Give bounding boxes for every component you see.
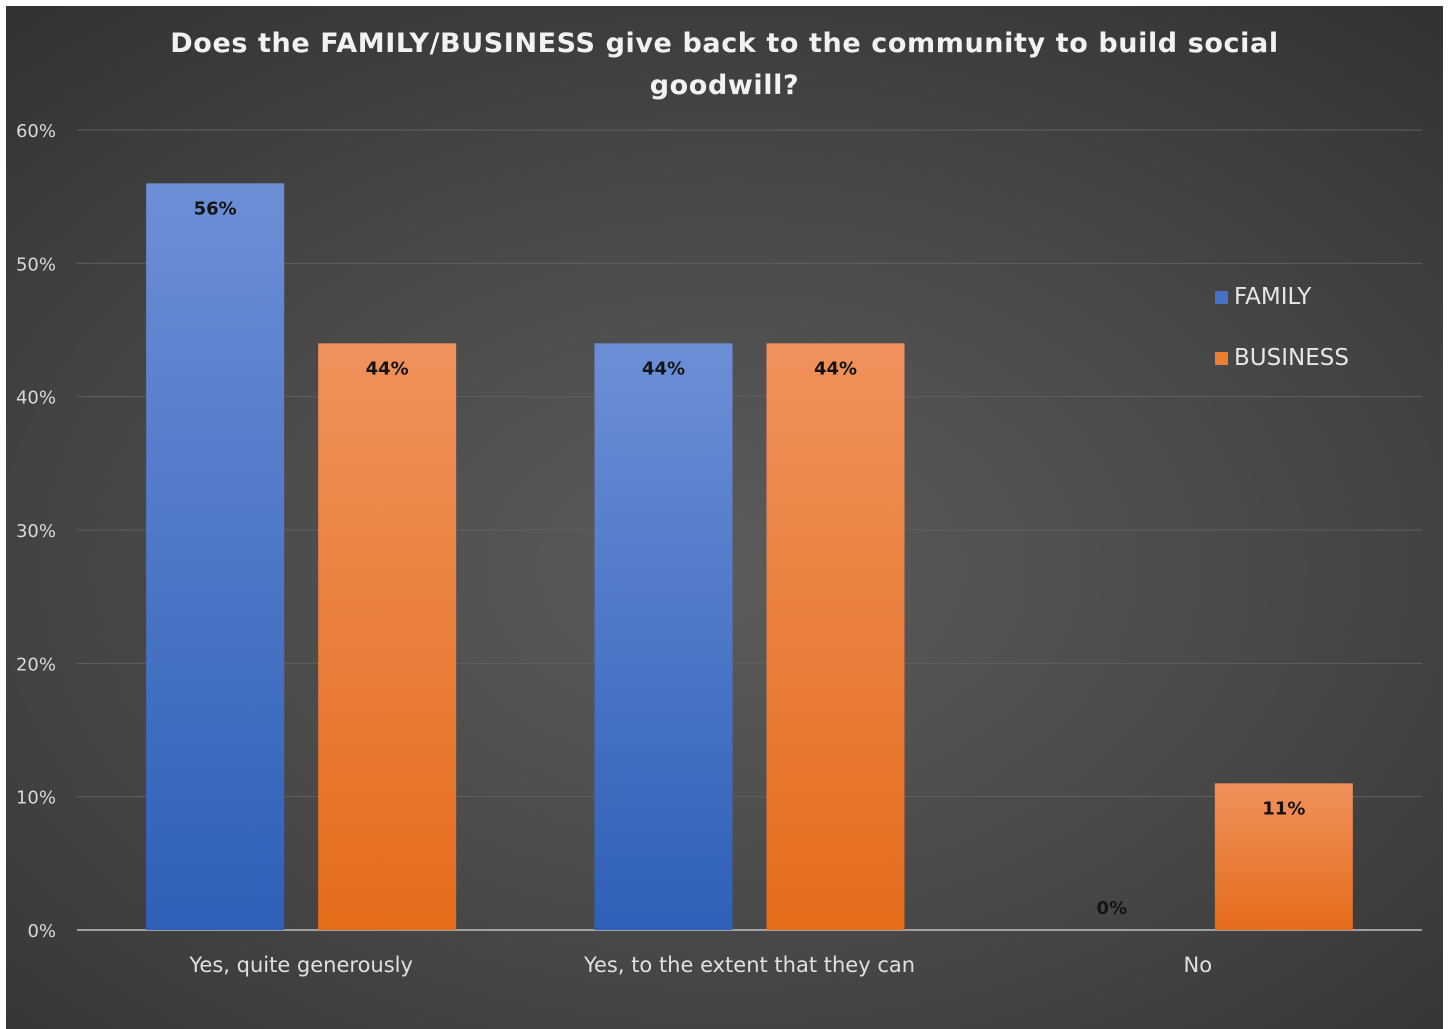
data-labels: 56% 44% 44% 44% 0% 11% — [194, 198, 1306, 919]
x-tick-label: Yes, to the extent that they can — [583, 953, 915, 977]
data-label-family-0: 56% — [194, 198, 237, 219]
gridlines — [77, 129, 1422, 931]
chart-svg: 0% 10% 20% 30% 40% 50% 60% 56% 44% 44% 44% 0% 11% Y… — [16, 121, 1422, 977]
bar-family-0 — [146, 183, 285, 931]
bars — [146, 183, 1353, 931]
x-tick-label: Yes, quite generously — [188, 953, 413, 977]
chart-area: Does the FAMILY/BUSINESS give back to th… — [6, 6, 1443, 1029]
y-tick-label: 0% — [27, 921, 56, 942]
data-label-business-2: 11% — [1262, 798, 1305, 819]
bar-business-0 — [318, 343, 457, 930]
data-label-business-0: 44% — [366, 358, 409, 379]
bar-family-1 — [594, 343, 733, 930]
chart-title-line-1: Does the FAMILY/BUSINESS give back to th… — [170, 28, 1279, 59]
legend-label-family: FAMILY — [1234, 284, 1312, 310]
data-label-business-1: 44% — [814, 358, 857, 379]
legend-item-family: FAMILY — [1215, 282, 1311, 312]
x-tick-label: No — [1184, 953, 1213, 977]
data-label-family-2: 0% — [1097, 898, 1128, 919]
legend-swatch-family — [1215, 290, 1228, 304]
y-tick-label: 10% — [16, 788, 56, 809]
y-tick-label: 60% — [16, 121, 56, 142]
bar-business-2 — [1214, 783, 1353, 930]
y-axis-ticks: 0% 10% 20% 30% 40% 50% 60% — [16, 121, 56, 942]
legend-swatch-business — [1215, 351, 1228, 365]
y-tick-label: 20% — [16, 654, 56, 675]
legend-item-business: BUSINESS — [1215, 343, 1349, 373]
y-tick-label: 50% — [16, 254, 56, 275]
data-label-family-1: 44% — [642, 358, 685, 379]
x-axis-ticks: Yes, quite generously Yes, to the extent … — [188, 953, 1212, 977]
y-tick-label: 40% — [16, 388, 56, 409]
chart-title-line-2: goodwill? — [649, 70, 800, 101]
y-tick-label: 30% — [16, 521, 56, 542]
legend-label-business: BUSINESS — [1234, 345, 1349, 371]
bar-business-1 — [766, 343, 905, 930]
